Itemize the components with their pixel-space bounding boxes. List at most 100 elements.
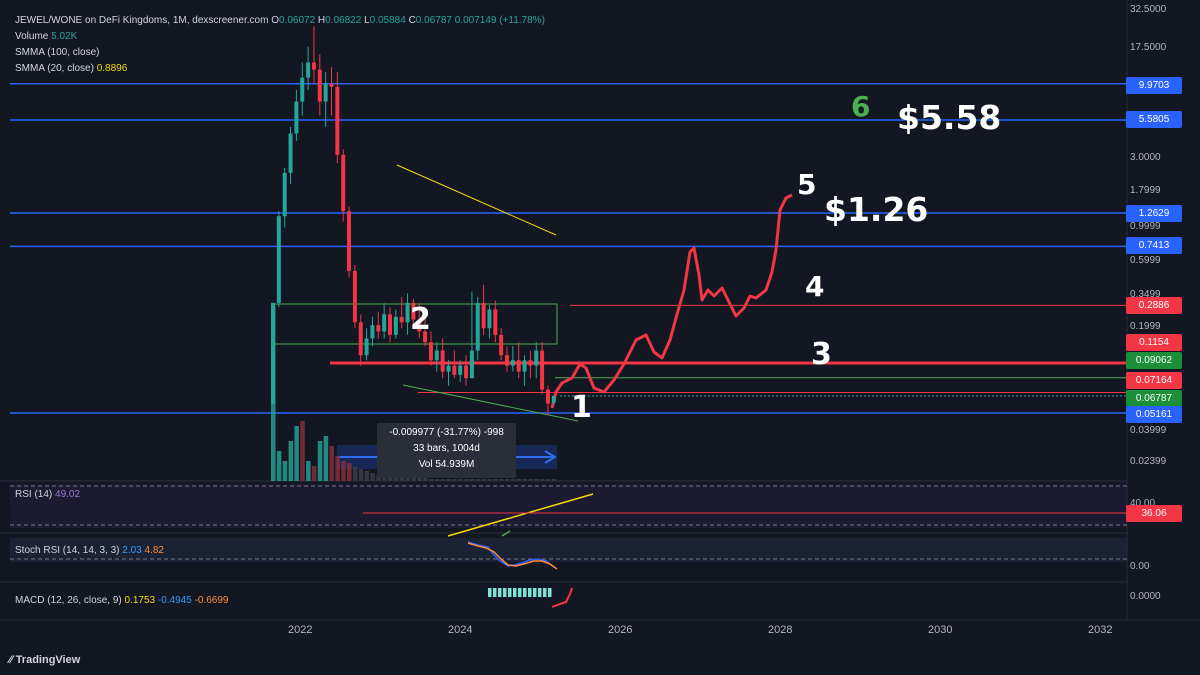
stoch-legend[interactable]: Stoch RSI (14, 14, 3, 3) 2.03 4.82 [15,544,164,557]
volume-bar [499,479,504,481]
volume-bar [288,441,294,481]
ohlc-value: 0.06072 [278,15,316,26]
volume-bar [393,478,399,481]
macd-bar [523,588,527,597]
candle-body [417,319,422,332]
macd-bar [508,588,512,597]
candle-body [341,154,346,212]
volume-bar [464,479,469,481]
green-trendline[interactable] [402,384,579,422]
volume-bar [545,479,551,481]
candle-body [358,322,363,356]
candle-body [388,314,392,335]
time-axis-tick: 2032 [1088,624,1113,636]
volume-bar [493,479,498,481]
price-tag: 0.06787 [1126,390,1182,407]
ohlc-key: O [271,15,279,26]
smma20-value: 0.8896 [96,63,128,74]
candle-body [428,342,433,361]
volume-bar [417,478,422,481]
candle-body [405,302,410,323]
candle-body [510,360,515,366]
candle-body [399,316,404,323]
volume-bar [440,479,446,481]
stoch-label: Stoch RSI (14, 14, 3, 3) [15,545,120,556]
macd-axis-label: 0.0000 [1130,591,1161,602]
candle-body [528,360,533,366]
ohlc-key: L [361,15,370,26]
rsi-legend[interactable]: RSI (14) 49.02 [15,488,80,501]
candle-body [446,365,451,372]
rsi-label: RSI (14) [15,489,53,500]
measure-change: -0.009977 (-31.77%) -998 [389,427,504,438]
rsi-trendline[interactable] [447,493,594,537]
yellow-trendline[interactable] [396,164,557,236]
symbol-title[interactable]: JEWEL/WONE on DeFi Kingdoms, 1M, dexscre… [15,15,269,26]
candle-body [282,172,287,217]
stoch-d-value: 4.82 [144,545,164,556]
volume-bar [347,463,352,481]
candle-body [382,314,387,332]
volume-bar [423,478,428,481]
price-tag: 0.09062 [1126,352,1182,369]
stoch-d-line [467,542,558,570]
price-tag: 9.9703 [1126,77,1182,94]
target-126-label: $1.26 [824,190,929,229]
smma100-legend[interactable]: SMMA (100, close) [15,46,99,59]
volume-bar [323,436,329,481]
volume-bar [475,479,481,481]
macd-red-stroke [551,587,573,608]
price-tag: 0.1154 [1126,334,1182,351]
rsi-pane-bg [10,484,1127,528]
price-axis-tick: 17.5000 [1130,42,1167,53]
volume-bar [516,479,522,481]
volume-bar [469,479,475,481]
candle-body [352,270,357,323]
macd-label: MACD (12, 26, close, 9) [15,595,122,606]
ohlc-value: 0.06787 [415,15,452,26]
candle-body [434,350,439,361]
volume-value: 5.02K [51,31,78,42]
candle-body [522,360,527,372]
candle-body [335,86,340,155]
ohlc-value: 0.06822 [325,15,362,26]
candle-body [306,62,311,78]
measure-arrowhead [544,450,557,464]
candle-body [423,331,428,343]
candle-body [393,316,398,335]
stoch-k-value: 2.03 [122,545,142,556]
macd-hist-value: -0.6699 [194,595,229,606]
candle-body [481,302,486,329]
smma20-legend[interactable]: SMMA (20, close) 0.8896 [15,62,127,75]
volume-bar [434,479,440,481]
smma20-label: SMMA (20, close) [15,63,94,74]
price-tag: 0.05161 [1126,406,1182,423]
candle-body [464,365,469,379]
volume-bar [300,421,305,481]
stoch-pane-bg [10,538,1127,562]
time-axis-tick: 2024 [448,624,473,636]
candle-body [364,338,369,356]
projected-wave-path[interactable] [550,193,793,409]
macd-bar [488,588,492,597]
volume-bar [306,461,311,481]
candle-body [294,101,299,134]
horizontal-levels [10,83,1127,414]
volume-bar [329,446,334,481]
volume-bar [510,479,516,481]
candle-body [452,365,457,375]
candle-body [376,325,381,332]
tradingview-brand[interactable]: ⁄⁄ TradingView [9,654,80,666]
rsi-value: 49.02 [55,489,81,500]
candle-body [276,216,281,303]
macd-legend[interactable]: MACD (12, 26, close, 9) 0.1753 -0.4945 -… [15,594,229,607]
price-tag: 0.7413 [1126,237,1182,254]
volume-bar [282,461,288,481]
candle-body [300,77,305,102]
volume-legend[interactable]: Volume 5.02K [15,30,77,43]
target-558-label: $5.58 [897,98,1002,137]
macd-bar [548,588,552,597]
candle-body [440,350,445,372]
volume-bar [335,456,340,481]
